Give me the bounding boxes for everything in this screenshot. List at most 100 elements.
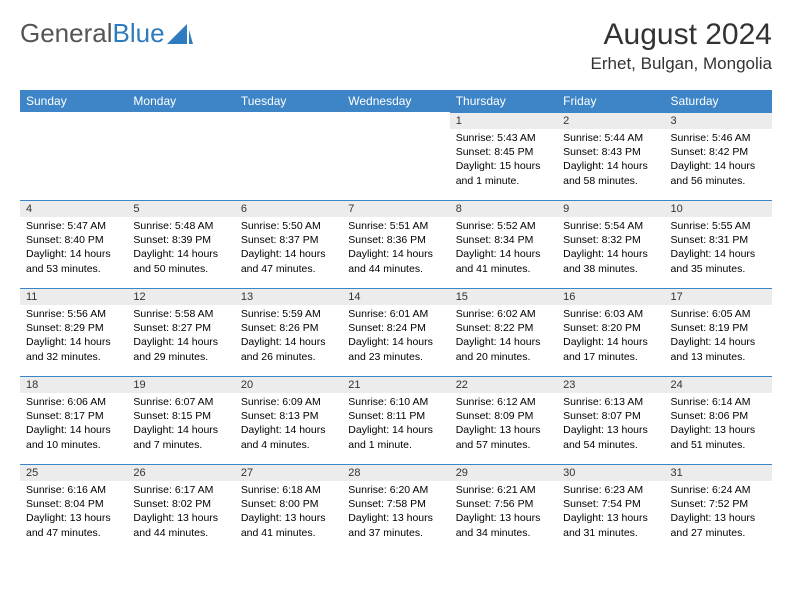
logo-text-general: General bbox=[20, 18, 113, 49]
sunrise-line: Sunrise: 5:54 AM bbox=[563, 219, 658, 233]
calendar-week: 18Sunrise: 6:06 AMSunset: 8:17 PMDayligh… bbox=[20, 376, 772, 464]
weekday-header: Tuesday bbox=[235, 90, 342, 112]
calendar-cell: 12Sunrise: 5:58 AMSunset: 8:27 PMDayligh… bbox=[127, 288, 234, 376]
calendar-cell: 5Sunrise: 5:48 AMSunset: 8:39 PMDaylight… bbox=[127, 200, 234, 288]
sunset-line: Sunset: 8:42 PM bbox=[671, 145, 766, 159]
sunset-line: Sunset: 8:02 PM bbox=[133, 497, 228, 511]
sunset-line: Sunset: 8:39 PM bbox=[133, 233, 228, 247]
daylight-line: Daylight: 14 hours and 1 minute. bbox=[348, 423, 443, 451]
calendar-page: GeneralBlue August 2024 Erhet, Bulgan, M… bbox=[0, 0, 792, 562]
day-number: 31 bbox=[665, 464, 772, 481]
day-number bbox=[20, 112, 127, 128]
calendar-cell: 25Sunrise: 6:16 AMSunset: 8:04 PMDayligh… bbox=[20, 464, 127, 552]
sunset-line: Sunset: 8:13 PM bbox=[241, 409, 336, 423]
day-number: 10 bbox=[665, 200, 772, 217]
day-details: Sunrise: 5:51 AMSunset: 8:36 PMDaylight:… bbox=[342, 217, 449, 280]
daylight-line: Daylight: 13 hours and 44 minutes. bbox=[133, 511, 228, 539]
sunrise-line: Sunrise: 6:06 AM bbox=[26, 395, 121, 409]
calendar-cell: 6Sunrise: 5:50 AMSunset: 8:37 PMDaylight… bbox=[235, 200, 342, 288]
day-number: 9 bbox=[557, 200, 664, 217]
sunset-line: Sunset: 8:36 PM bbox=[348, 233, 443, 247]
day-details: Sunrise: 6:21 AMSunset: 7:56 PMDaylight:… bbox=[450, 481, 557, 544]
day-number: 16 bbox=[557, 288, 664, 305]
day-details: Sunrise: 6:03 AMSunset: 8:20 PMDaylight:… bbox=[557, 305, 664, 368]
sunrise-line: Sunrise: 6:01 AM bbox=[348, 307, 443, 321]
day-details: Sunrise: 5:48 AMSunset: 8:39 PMDaylight:… bbox=[127, 217, 234, 280]
day-number: 25 bbox=[20, 464, 127, 481]
daylight-line: Daylight: 13 hours and 34 minutes. bbox=[456, 511, 551, 539]
sunset-line: Sunset: 8:34 PM bbox=[456, 233, 551, 247]
sunrise-line: Sunrise: 6:14 AM bbox=[671, 395, 766, 409]
sunset-line: Sunset: 8:31 PM bbox=[671, 233, 766, 247]
daylight-line: Daylight: 14 hours and 13 minutes. bbox=[671, 335, 766, 363]
day-number: 21 bbox=[342, 376, 449, 393]
calendar-cell: 13Sunrise: 5:59 AMSunset: 8:26 PMDayligh… bbox=[235, 288, 342, 376]
sunset-line: Sunset: 8:11 PM bbox=[348, 409, 443, 423]
sunset-line: Sunset: 8:15 PM bbox=[133, 409, 228, 423]
day-number: 23 bbox=[557, 376, 664, 393]
day-details: Sunrise: 6:13 AMSunset: 8:07 PMDaylight:… bbox=[557, 393, 664, 456]
daylight-line: Daylight: 14 hours and 23 minutes. bbox=[348, 335, 443, 363]
calendar-cell bbox=[235, 112, 342, 200]
weekday-header: Monday bbox=[127, 90, 234, 112]
day-number: 28 bbox=[342, 464, 449, 481]
sunset-line: Sunset: 8:43 PM bbox=[563, 145, 658, 159]
brand-logo: GeneralBlue bbox=[20, 18, 193, 49]
sunset-line: Sunset: 8:19 PM bbox=[671, 321, 766, 335]
sunrise-line: Sunrise: 6:07 AM bbox=[133, 395, 228, 409]
daylight-line: Daylight: 14 hours and 38 minutes. bbox=[563, 247, 658, 275]
sunrise-line: Sunrise: 5:43 AM bbox=[456, 131, 551, 145]
sunrise-line: Sunrise: 5:58 AM bbox=[133, 307, 228, 321]
weekday-header: Wednesday bbox=[342, 90, 449, 112]
calendar-head: SundayMondayTuesdayWednesdayThursdayFrid… bbox=[20, 90, 772, 112]
sunrise-line: Sunrise: 6:10 AM bbox=[348, 395, 443, 409]
sunset-line: Sunset: 8:06 PM bbox=[671, 409, 766, 423]
daylight-line: Daylight: 14 hours and 53 minutes. bbox=[26, 247, 121, 275]
sunrise-line: Sunrise: 6:16 AM bbox=[26, 483, 121, 497]
day-number: 19 bbox=[127, 376, 234, 393]
sunset-line: Sunset: 8:40 PM bbox=[26, 233, 121, 247]
location: Erhet, Bulgan, Mongolia bbox=[591, 54, 772, 74]
sunset-line: Sunset: 8:26 PM bbox=[241, 321, 336, 335]
daylight-line: Daylight: 14 hours and 58 minutes. bbox=[563, 159, 658, 187]
daylight-line: Daylight: 14 hours and 41 minutes. bbox=[456, 247, 551, 275]
day-number: 20 bbox=[235, 376, 342, 393]
calendar-cell: 20Sunrise: 6:09 AMSunset: 8:13 PMDayligh… bbox=[235, 376, 342, 464]
calendar-table: SundayMondayTuesdayWednesdayThursdayFrid… bbox=[20, 90, 772, 552]
day-number: 5 bbox=[127, 200, 234, 217]
calendar-cell: 2Sunrise: 5:44 AMSunset: 8:43 PMDaylight… bbox=[557, 112, 664, 200]
day-details: Sunrise: 6:10 AMSunset: 8:11 PMDaylight:… bbox=[342, 393, 449, 456]
calendar-cell: 4Sunrise: 5:47 AMSunset: 8:40 PMDaylight… bbox=[20, 200, 127, 288]
daylight-line: Daylight: 14 hours and 35 minutes. bbox=[671, 247, 766, 275]
day-details: Sunrise: 6:05 AMSunset: 8:19 PMDaylight:… bbox=[665, 305, 772, 368]
sunset-line: Sunset: 8:27 PM bbox=[133, 321, 228, 335]
sunrise-line: Sunrise: 6:02 AM bbox=[456, 307, 551, 321]
day-details: Sunrise: 6:20 AMSunset: 7:58 PMDaylight:… bbox=[342, 481, 449, 544]
calendar-body: 1Sunrise: 5:43 AMSunset: 8:45 PMDaylight… bbox=[20, 112, 772, 552]
calendar-cell: 21Sunrise: 6:10 AMSunset: 8:11 PMDayligh… bbox=[342, 376, 449, 464]
sunrise-line: Sunrise: 5:47 AM bbox=[26, 219, 121, 233]
day-number: 11 bbox=[20, 288, 127, 305]
day-details: Sunrise: 6:24 AMSunset: 7:52 PMDaylight:… bbox=[665, 481, 772, 544]
day-number: 7 bbox=[342, 200, 449, 217]
sunset-line: Sunset: 8:32 PM bbox=[563, 233, 658, 247]
sunrise-line: Sunrise: 5:51 AM bbox=[348, 219, 443, 233]
day-details: Sunrise: 5:59 AMSunset: 8:26 PMDaylight:… bbox=[235, 305, 342, 368]
daylight-line: Daylight: 14 hours and 20 minutes. bbox=[456, 335, 551, 363]
daylight-line: Daylight: 13 hours and 57 minutes. bbox=[456, 423, 551, 451]
weekday-header: Sunday bbox=[20, 90, 127, 112]
day-number bbox=[342, 112, 449, 128]
calendar-cell: 14Sunrise: 6:01 AMSunset: 8:24 PMDayligh… bbox=[342, 288, 449, 376]
calendar-cell: 1Sunrise: 5:43 AMSunset: 8:45 PMDaylight… bbox=[450, 112, 557, 200]
daylight-line: Daylight: 14 hours and 10 minutes. bbox=[26, 423, 121, 451]
calendar-cell: 30Sunrise: 6:23 AMSunset: 7:54 PMDayligh… bbox=[557, 464, 664, 552]
day-details: Sunrise: 6:17 AMSunset: 8:02 PMDaylight:… bbox=[127, 481, 234, 544]
calendar-cell: 22Sunrise: 6:12 AMSunset: 8:09 PMDayligh… bbox=[450, 376, 557, 464]
sunset-line: Sunset: 8:07 PM bbox=[563, 409, 658, 423]
day-number: 24 bbox=[665, 376, 772, 393]
weekday-header: Thursday bbox=[450, 90, 557, 112]
calendar-cell bbox=[342, 112, 449, 200]
day-number bbox=[127, 112, 234, 128]
day-details: Sunrise: 5:43 AMSunset: 8:45 PMDaylight:… bbox=[450, 129, 557, 192]
month-year: August 2024 bbox=[591, 18, 772, 52]
